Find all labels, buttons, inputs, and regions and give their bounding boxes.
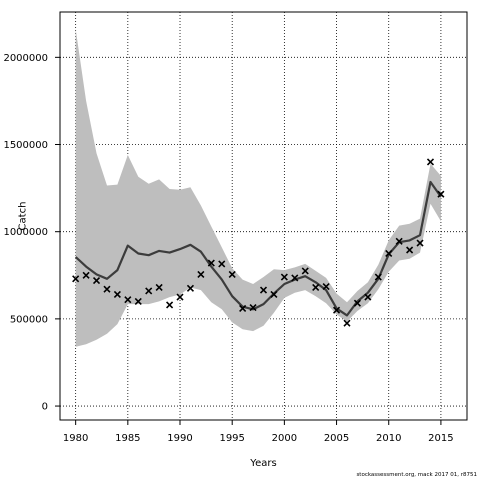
- observed-catch-point: [186, 284, 195, 292]
- observed-catch-point: [92, 276, 101, 285]
- observed-catch-point: [166, 301, 174, 309]
- observed-catch-point: [176, 293, 184, 301]
- observed-catch-point: [218, 260, 226, 268]
- observed-catch-point: [280, 273, 288, 281]
- x-tick-label: 1995: [219, 433, 244, 444]
- observed-catch-point: [322, 283, 330, 291]
- observed-catch-point: [207, 259, 215, 267]
- observed-catch-point: [249, 303, 257, 312]
- observed-catch-point: [385, 249, 393, 258]
- source-footnote: stockassessment.org, mack 2017 01, r8751: [356, 472, 477, 478]
- x-tick-label: 2010: [376, 433, 401, 444]
- x-tick-label: 2005: [324, 433, 349, 444]
- observed-catch-point: [374, 273, 382, 281]
- observed-catch-point: [103, 285, 111, 293]
- observed-catch-point: [353, 299, 361, 307]
- observed-catch-point: [82, 271, 90, 279]
- observed-catch-point: [437, 190, 445, 198]
- observed-catch-point: [72, 275, 80, 283]
- observed-catch-point: [332, 306, 341, 314]
- y-tick-label: 500000: [10, 314, 48, 325]
- x-tick-label: 1985: [115, 433, 140, 444]
- observed-catch-point: [406, 246, 414, 254]
- observed-catch-point: [239, 304, 247, 312]
- confidence-band-area: [75, 29, 441, 347]
- y-axis-title: Catch: [18, 202, 29, 231]
- observed-catch-point: [364, 293, 372, 301]
- x-tick-label: 2000: [272, 433, 297, 444]
- observed-catch-point: [197, 270, 205, 278]
- observed-catch-point: [228, 270, 236, 278]
- y-tick-label: 2000000: [3, 53, 48, 64]
- x-tick-label: 2015: [428, 433, 453, 444]
- observed-catch-point: [426, 158, 435, 166]
- plot-frame: [59, 11, 468, 421]
- observed-catch-point: [312, 283, 320, 292]
- x-axis-title: Years: [249, 458, 276, 469]
- observed-catch-point: [155, 283, 163, 292]
- observed-catch-point: [416, 239, 424, 247]
- y-tick-label: 1000000: [3, 227, 48, 238]
- observed-catch-point: [395, 237, 403, 245]
- observed-catch-point: [124, 296, 132, 304]
- y-tick-label: 1500000: [3, 140, 48, 151]
- observed-catch-point: [134, 297, 142, 306]
- x-tick-label: 1990: [167, 433, 192, 444]
- y-tick-label: 0: [42, 402, 48, 413]
- observed-catch-point: [291, 274, 299, 282]
- x-tick-label: 1980: [63, 433, 88, 444]
- observed-points: [72, 158, 445, 327]
- confidence-band: [75, 29, 441, 347]
- observed-catch-point: [259, 286, 268, 294]
- observed-catch-point: [343, 319, 351, 327]
- observed-catch-point: [145, 287, 153, 295]
- observed-catch-point: [270, 290, 278, 299]
- observed-catch-point: [301, 267, 309, 275]
- axis-ticks: 1980 1985 1990 1995 2000 2005 2010 2015 0 500000 1…: [3, 53, 453, 444]
- observed-catch-point: [113, 290, 121, 299]
